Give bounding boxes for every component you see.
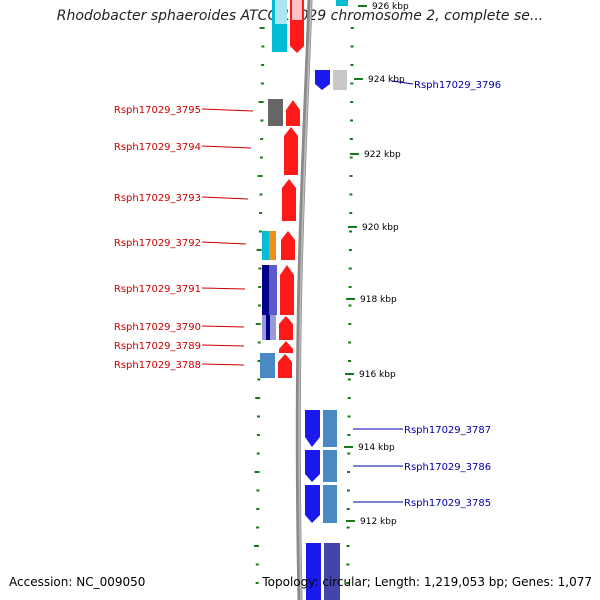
tick-label: 914 kbp	[358, 443, 395, 453]
kbp-ticks: 926 kbp 924 kbp 922 kbp 920 kbp 918 kbp 916 k…	[344, 2, 409, 527]
gene-3793-blocks	[282, 179, 296, 221]
gene-label[interactable]: Rsph17029_3793	[114, 193, 201, 204]
gene-3791-blocks	[262, 265, 294, 315]
gene-blocks-top	[272, 0, 348, 53]
accession-label: Accession: NC_009050	[9, 575, 146, 589]
gene-labels-forward: Rsph17029_3795 Rsph17029_3794 Rsph17029_37…	[114, 105, 254, 371]
topology-info: Topology: circular; Length: 1,219,053 bp…	[262, 575, 592, 589]
gene-labels-reverse: Rsph17029_3796 Rsph17029_3787 Rsph17029_37…	[353, 80, 501, 509]
tick-label: 922 kbp	[364, 150, 401, 160]
gene-label[interactable]: Rsph17029_3785	[404, 498, 491, 509]
gene-label[interactable]: Rsph17029_3788	[114, 360, 201, 371]
tick-label: 926 kbp	[372, 2, 409, 12]
gene-3795-blocks	[268, 99, 300, 126]
genome-backbone	[295, 0, 313, 600]
gene-blocks-bottom	[306, 543, 340, 600]
gene-3788-blocks	[260, 353, 292, 378]
tick-label: 918 kbp	[360, 295, 397, 305]
gene-label[interactable]: Rsph17029_3787	[404, 425, 491, 436]
outer-ring-dots-right	[346, 27, 354, 584]
gene-3787-blocks	[305, 410, 337, 447]
tick-label: 920 kbp	[362, 223, 399, 233]
gene-3785-blocks	[305, 485, 337, 523]
gene-3789-blocks	[279, 341, 293, 353]
gene-3786-blocks	[305, 450, 337, 482]
gene-label[interactable]: Rsph17029_3791	[114, 284, 201, 295]
gene-label[interactable]: Rsph17029_3792	[114, 238, 201, 249]
gene-label[interactable]: Rsph17029_3790	[114, 322, 201, 333]
gene-3794-blocks	[284, 127, 298, 175]
outer-ring-dots-left	[253, 27, 265, 584]
gene-label[interactable]: Rsph17029_3789	[114, 341, 201, 352]
tick-label: 924 kbp	[368, 75, 405, 85]
gene-label[interactable]: Rsph17029_3796	[414, 80, 501, 91]
tick-label: 912 kbp	[360, 517, 397, 527]
gene-label[interactable]: Rsph17029_3794	[114, 142, 201, 153]
tick-label: 916 kbp	[359, 370, 396, 380]
gene-label[interactable]: Rsph17029_3786	[404, 462, 491, 473]
gene-3792-blocks	[262, 231, 295, 260]
gene-3796-blocks	[315, 70, 347, 90]
gene-label[interactable]: Rsph17029_3795	[114, 105, 201, 116]
gene-3790-blocks	[262, 315, 293, 340]
